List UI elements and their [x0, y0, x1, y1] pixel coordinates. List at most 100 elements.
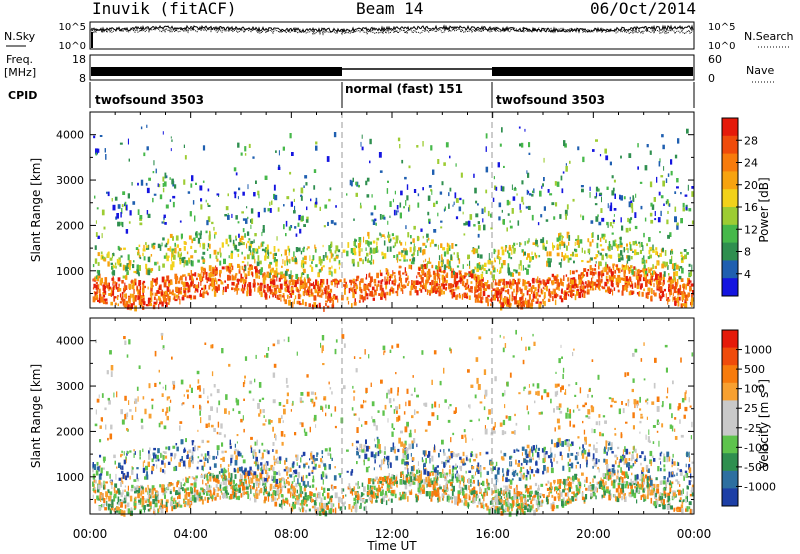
data-cell: [301, 265, 303, 269]
data-cell: [337, 496, 341, 503]
data-cell: [332, 279, 336, 283]
data-cell: [457, 490, 460, 496]
data-cell: [158, 302, 161, 305]
data-cell: [523, 281, 526, 287]
data-cell: [676, 186, 679, 189]
data-cell: [627, 481, 630, 485]
data-cell: [572, 277, 576, 282]
data-cell: [428, 289, 431, 293]
data-cell: [620, 476, 622, 480]
data-cell: [639, 269, 643, 273]
data-cell: [120, 502, 123, 508]
data-cell: [416, 145, 419, 148]
data-cell: [131, 284, 135, 290]
data-cell: [671, 278, 674, 284]
data-cell: [120, 255, 123, 258]
data-cell: [300, 500, 304, 505]
data-cell: [205, 275, 208, 280]
data-cell: [528, 303, 532, 308]
data-cell: [207, 277, 210, 282]
data-cell: [477, 245, 480, 249]
data-cell: [601, 196, 602, 203]
data-cell: [476, 267, 479, 272]
data-cell: [385, 268, 388, 272]
data-cell: [495, 279, 497, 283]
data-cell: [252, 275, 254, 278]
data-cell: [315, 497, 318, 502]
data-cell: [462, 490, 465, 496]
data-cell: [454, 192, 457, 199]
data-cell: [370, 276, 373, 282]
data-cell: [526, 290, 529, 296]
data-cell: [165, 490, 168, 494]
data-cell: [674, 206, 677, 212]
data-cell: [574, 241, 576, 246]
data-cell: [403, 206, 405, 209]
data-cell: [629, 494, 632, 498]
data-cell: [427, 261, 430, 264]
data-cell: [327, 221, 329, 226]
data-cell: [147, 298, 151, 301]
data-cell: [168, 275, 170, 281]
data-cell: [254, 258, 256, 264]
data-cell: [291, 483, 293, 489]
data-cell: [203, 267, 206, 271]
data-cell: [188, 476, 191, 479]
data-cell: [563, 140, 566, 147]
data-cell: [681, 267, 684, 274]
data-cell: [563, 243, 566, 248]
data-cell: [574, 285, 576, 289]
data-cell: [280, 489, 282, 494]
data-cell: [608, 266, 611, 273]
data-cell: [523, 498, 526, 503]
data-cell: [296, 499, 300, 505]
data-cell: [242, 280, 245, 284]
data-cell: [643, 264, 646, 269]
data-cell: [112, 278, 115, 284]
data-cell: [233, 493, 235, 499]
data-cell: [519, 242, 521, 247]
data-cell: [214, 277, 216, 283]
data-cell: [302, 502, 306, 506]
data-cell: [680, 278, 684, 282]
data-cell: [488, 268, 491, 272]
data-cell: [494, 260, 496, 263]
data-cell: [580, 276, 583, 283]
data-cell: [220, 488, 222, 492]
data-cell: [628, 218, 632, 224]
data-cell: [342, 495, 345, 499]
data-cell: [246, 254, 250, 260]
data-cell: [256, 261, 260, 267]
data-cell: [273, 256, 276, 263]
data-cell: [308, 495, 312, 499]
data-cell: [556, 294, 559, 297]
data-cell: [568, 290, 570, 293]
data-cell: [142, 505, 144, 510]
data-cell: [466, 263, 469, 266]
data-cell: [227, 193, 229, 197]
data-cell: [519, 210, 522, 213]
data-cell: [686, 294, 690, 298]
data-cell: [122, 298, 126, 304]
noise-right-tick-bottom: 10^0: [708, 41, 735, 52]
data-cell: [209, 231, 211, 237]
data-cell: [565, 165, 568, 172]
data-cell: [351, 303, 353, 309]
data-cell: [297, 222, 300, 227]
data-cell: [373, 259, 375, 264]
data-cell: [193, 285, 196, 289]
data-cell: [443, 251, 447, 257]
data-cell: [671, 284, 674, 288]
data-cell: [92, 494, 94, 500]
data-cell: [237, 253, 240, 258]
data-cell: [328, 290, 331, 294]
data-cell: [491, 500, 494, 504]
data-cell: [536, 495, 540, 499]
data-cell: [292, 188, 295, 192]
data-cell: [512, 280, 515, 283]
data-cell: [143, 244, 145, 249]
data-cell: [369, 291, 373, 297]
data-cell: [132, 201, 136, 205]
data-cell: [392, 270, 394, 276]
data-cell: [621, 470, 623, 475]
